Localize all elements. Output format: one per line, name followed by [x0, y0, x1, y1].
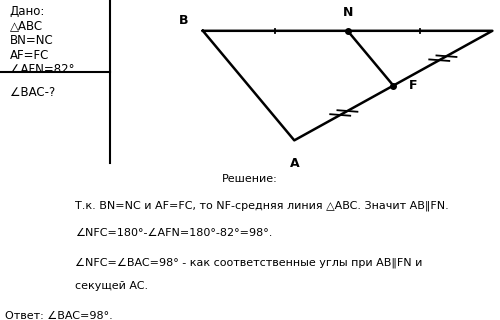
- Text: секущей AC.: секущей AC.: [75, 281, 148, 291]
- Text: N: N: [342, 6, 353, 19]
- Text: ∠BAC-?: ∠BAC-?: [10, 85, 55, 99]
- Text: Решение:: Решение:: [222, 174, 278, 184]
- Text: ∠NFC=180°-∠AFN=180°-82°=98°.: ∠NFC=180°-∠AFN=180°-82°=98°.: [75, 228, 272, 238]
- Text: ∠NFC=∠BAC=98° - как соответственные углы при AB‖FN и: ∠NFC=∠BAC=98° - как соответственные углы…: [75, 258, 422, 268]
- Text: F: F: [408, 79, 417, 92]
- Text: Дано:: Дано:: [10, 5, 45, 18]
- Text: B: B: [179, 14, 188, 28]
- Text: A: A: [290, 157, 299, 171]
- Text: BN=NC: BN=NC: [10, 34, 54, 47]
- Text: Ответ: ∠BAC=98°.: Ответ: ∠BAC=98°.: [5, 311, 113, 320]
- Text: △ABC: △ABC: [10, 20, 42, 33]
- Text: AF=FC: AF=FC: [10, 49, 49, 62]
- Text: Т.к. BN=NC и AF=FC, то NF-средняя линия △ABC. Значит AB‖FN.: Т.к. BN=NC и AF=FC, то NF-средняя линия …: [75, 201, 449, 212]
- Text: ∠AFN=82°: ∠AFN=82°: [10, 63, 74, 76]
